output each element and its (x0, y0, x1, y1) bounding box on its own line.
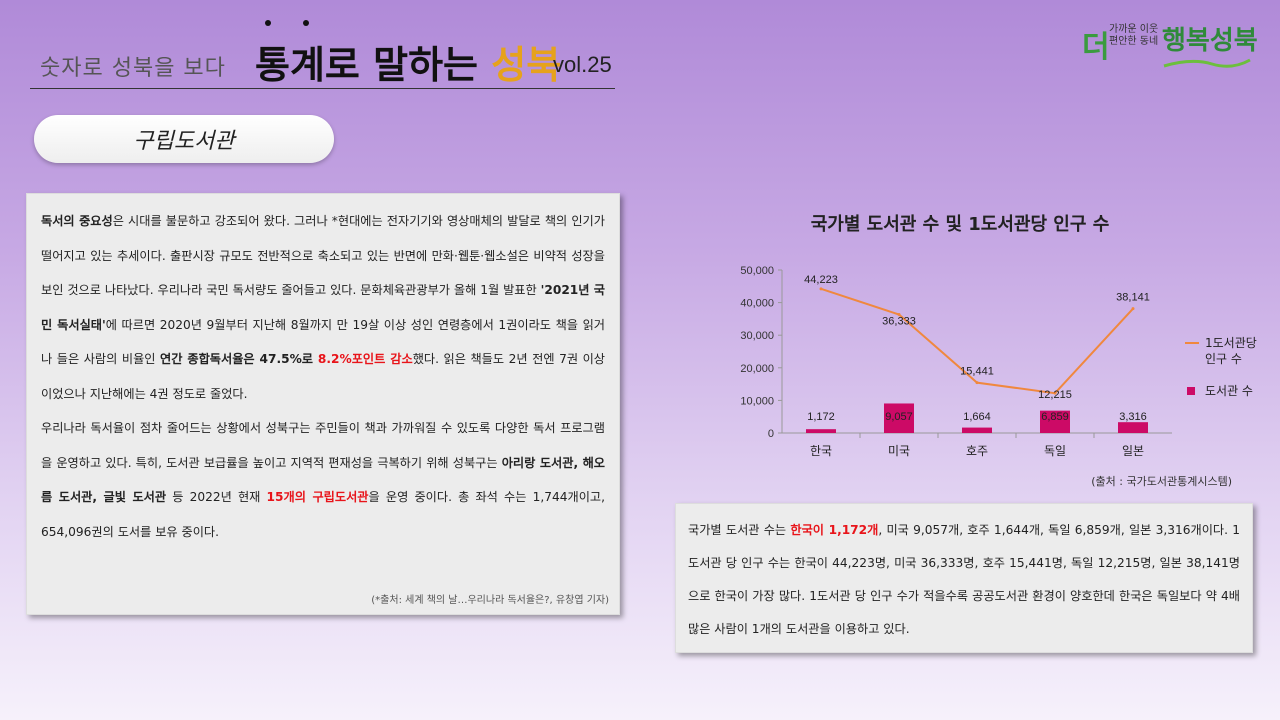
bar-5 (1118, 422, 1148, 433)
line-label: 38,141 (1116, 292, 1150, 304)
rp-text: 국가별 도서관 수는 (688, 523, 791, 537)
y-tick-label: 20,000 (740, 363, 774, 375)
p1-bold: '2021년 국민 독서실태' (41, 283, 605, 332)
p1-bold: 독서의 중요성 (41, 214, 113, 228)
header-title-main: 통계로 말하는 (255, 43, 478, 87)
legend-bar-swatch (1187, 387, 1195, 395)
header-subtitle: 숫자로 성북을 보다 (40, 56, 226, 81)
y-tick-label: 50,000 (740, 265, 774, 277)
p1-highlight: 8.2%포인트 감소 (317, 352, 413, 366)
emphasis-dots (265, 20, 315, 30)
line-point (819, 287, 823, 291)
library-importance-card: 독서의 중요성은 시대를 불문하고 강조되어 왔다. 그러나 *현대에는 전자기… (26, 193, 620, 615)
paragraph-seongbuk-libraries: 우리나라 독서율이 점차 줄어드는 상황에서 성북구는 주민들이 책과 가까워질… (41, 411, 605, 549)
logo-tagline-2: 편안한 동네 (1109, 36, 1159, 47)
y-tick-label: 30,000 (740, 330, 774, 342)
district-logo: 더 가까운 이웃 편안한 동네 행복성북 (1082, 20, 1262, 72)
logo-tagline: 가까운 이웃 편안한 동네 (1109, 24, 1158, 48)
y-tick-label: 10,000 (740, 395, 774, 407)
logo-tagline-1: 가까운 이웃 (1109, 24, 1159, 35)
bar-label: 9,057 (885, 411, 913, 423)
header-title: 통계로 말하는 성북 (255, 34, 561, 89)
bar-label: 1,172 (807, 411, 835, 423)
p1-text: 에 따르면 2020년 9월부터 지난해 8월까지 만 19살 이상 성인 연령… (41, 317, 605, 367)
volume-label: vol.25 (553, 52, 612, 77)
p2-highlight: 15개의 구립도서관 (266, 490, 369, 504)
p2-text: 우리나라 독서율이 점차 줄어드는 상황에서 성북구는 주민들이 책과 가까워질… (41, 421, 605, 470)
x-tick-label: 일본 (1122, 444, 1144, 458)
bar-3 (962, 427, 992, 433)
bar-4 (1040, 410, 1070, 433)
chart-svg: 0 10,000 20,000 30,000 40,000 50,000 1,172 한국 9,… (740, 265, 1257, 458)
x-tick-label: 미국 (888, 444, 910, 458)
chart-title: 국가별 도서관 수 및 1도서관당 인구 수 (810, 214, 1110, 235)
x-tick-label: 독일 (1044, 444, 1066, 458)
y-tick-label: 40,000 (740, 298, 774, 310)
header-divider (30, 88, 615, 89)
legend-line-label-1: 1도서관당 (1205, 336, 1257, 350)
article-source: (*출처: 세계 책의 날…우리나라 독서율은?, 유창엽 기자) (371, 595, 609, 606)
bar-label: 6,859 (1041, 411, 1069, 423)
legend-line-label-2: 인구 수 (1205, 352, 1242, 366)
p2-text: 등 2022년 현재 (166, 490, 267, 504)
p2-bold: 아리랑 도서관, 해오름 도서관, 글빛 도서관 (41, 455, 605, 505)
line-label: 44,223 (804, 274, 838, 286)
bar-1 (806, 429, 836, 433)
paragraph-country-comparison: 국가별 도서관 수는 한국이 1,172개, 미국 9,057개, 호주 1,6… (688, 514, 1240, 646)
line-label: 36,333 (882, 316, 916, 328)
p1-bold: 연간 종합독서율은 47.5%로 (160, 352, 318, 366)
chart-source: (출처 : 국가도서관통계시스템) (1091, 475, 1232, 488)
bar-2 (884, 403, 914, 433)
p2-text: 을 운영 중이다. 총 좌석 수는 1,744개이고, 654,096권의 도서… (41, 490, 605, 539)
logo-mark: 더 (1082, 30, 1110, 65)
x-tick-label: 한국 (810, 444, 832, 458)
p1-text: 은 시대를 불문하고 강조되어 왔다. 그러나 *현대에는 전자기기와 영상매체… (41, 214, 605, 297)
logo-brand: 행복성북 (1162, 26, 1258, 56)
line-label: 12,215 (1038, 389, 1072, 401)
line-point (1131, 307, 1135, 311)
library-comparison-card: 국가별 도서관 수는 한국이 1,172개, 미국 9,057개, 호주 1,6… (675, 503, 1253, 653)
header-title-accent: 성북 (491, 43, 562, 87)
library-chart: 0 10,000 20,000 30,000 40,000 50,000 1,172 한국 9,… (720, 255, 1280, 495)
bar-label: 1,664 (963, 411, 991, 423)
line-point (1053, 391, 1057, 395)
paragraph-reading-rate: 독서의 중요성은 시대를 불문하고 강조되어 왔다. 그러나 *현대에는 전자기… (41, 204, 605, 411)
line-label: 15,441 (960, 366, 994, 378)
logo-swoosh-icon (1163, 58, 1251, 68)
p1-text: 했다. 읽은 책들도 2년 전엔 7권 이상이었으나 지난해에는 4권 정도로 … (41, 352, 605, 401)
x-tick-label: 호주 (966, 444, 988, 458)
legend-bar-label: 도서관 수 (1205, 384, 1253, 398)
section-title-pill: 구립도서관 (34, 115, 334, 163)
line-point (975, 381, 979, 385)
bar-label: 3,316 (1119, 411, 1147, 423)
rp-text: , 미국 9,057개, 호주 1,644개, 독일 6,859개, 일본 3,… (688, 523, 1240, 636)
rp-highlight: 한국이 1,172개 (790, 523, 879, 537)
y-tick-label: 0 (768, 428, 774, 440)
line-point (897, 313, 901, 317)
